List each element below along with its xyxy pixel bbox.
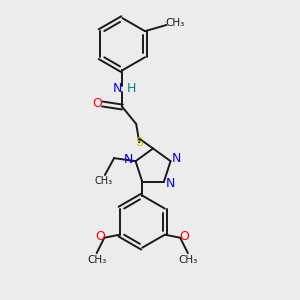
Text: S: S xyxy=(136,136,144,149)
Text: CH₃: CH₃ xyxy=(165,19,185,28)
Text: CH₃: CH₃ xyxy=(94,176,112,186)
Text: N: N xyxy=(166,177,175,190)
Text: N: N xyxy=(172,152,182,165)
Text: N: N xyxy=(113,82,122,94)
Text: CH₃: CH₃ xyxy=(178,255,197,265)
Text: O: O xyxy=(95,230,105,243)
Text: O: O xyxy=(93,97,103,110)
Text: CH₃: CH₃ xyxy=(87,255,106,265)
Text: O: O xyxy=(179,230,189,243)
Text: H: H xyxy=(127,82,136,94)
Text: N: N xyxy=(124,153,134,166)
